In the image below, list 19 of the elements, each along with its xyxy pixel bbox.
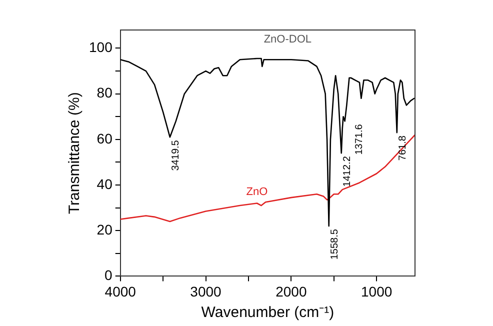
series-label: ZnO — [246, 186, 268, 198]
series-label: ZnO-DOL — [264, 34, 312, 46]
y-tick-label: 0 — [104, 267, 113, 284]
y-axis-title: Transmittance (%) — [66, 92, 84, 214]
annotation: 1412.2 — [342, 156, 354, 187]
annotation: 761.8 — [398, 135, 409, 161]
x-axis-title: Wavenumber (cm⁻¹) — [201, 304, 334, 322]
y-tick-label: 80 — [96, 84, 113, 101]
y-tick-label: 20 — [96, 221, 113, 238]
annotation: 1558.5 — [330, 228, 341, 260]
annotation: 3419.5 — [170, 140, 182, 171]
y-tick-label: 100 — [89, 39, 113, 56]
x-tick-label: 3000 — [190, 283, 222, 300]
x-tick-label: 4000 — [104, 283, 136, 300]
x-tick-label: 1000 — [360, 283, 392, 300]
x-tick-label: 2000 — [276, 283, 307, 300]
annotation: 1371.6 — [354, 124, 366, 155]
y-tick-label: 40 — [96, 176, 113, 192]
y-tick-label: 60 — [96, 130, 113, 146]
